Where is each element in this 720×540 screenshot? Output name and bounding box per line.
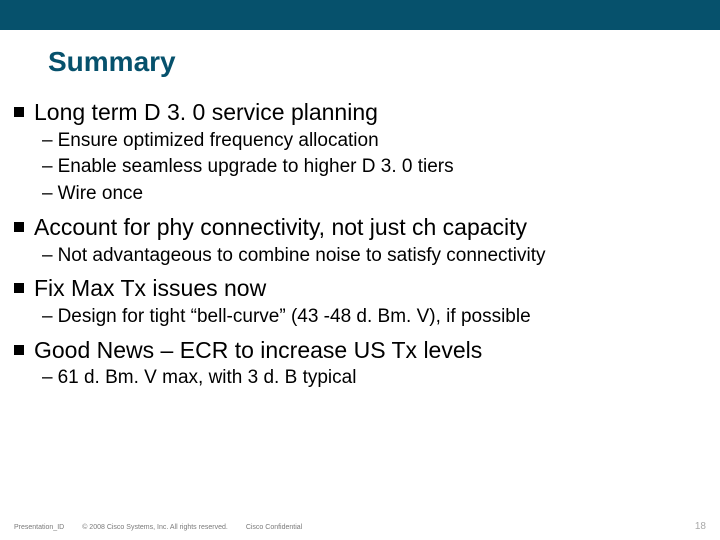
sub-bullet-item: – Ensure optimized frequency allocation — [14, 129, 706, 154]
bullet-text: Fix Max Tx issues now — [34, 274, 266, 303]
bullet-item: Good News – ECR to increase US Tx levels — [14, 336, 706, 365]
square-bullet-icon — [14, 345, 24, 355]
sub-bullet-text: Wire once — [58, 182, 144, 207]
sub-bullet-text: Design for tight “bell-curve” (43 -48 d.… — [58, 305, 531, 330]
dash-icon: – — [42, 155, 53, 180]
bullet-item: Long term D 3. 0 service planning — [14, 98, 706, 127]
confidential-text: Cisco Confidential — [246, 524, 302, 531]
dash-icon: – — [42, 366, 53, 391]
sub-bullet-item: – Enable seamless upgrade to higher D 3.… — [14, 155, 706, 180]
bullet-item: Account for phy connectivity, not just c… — [14, 213, 706, 242]
footer: Presentation_ID © 2008 Cisco Systems, In… — [14, 521, 706, 532]
sub-bullet-text: Ensure optimized frequency allocation — [58, 129, 379, 154]
sub-bullet-text: Enable seamless upgrade to higher D 3. 0… — [58, 155, 454, 180]
square-bullet-icon — [14, 222, 24, 232]
square-bullet-icon — [14, 283, 24, 293]
slide-title: Summary — [0, 30, 720, 92]
sub-bullet-item: – 61 d. Bm. V max, with 3 d. B typical — [14, 366, 706, 391]
sub-bullet-text: 61 d. Bm. V max, with 3 d. B typical — [58, 366, 357, 391]
sub-bullet-item: – Wire once — [14, 182, 706, 207]
dash-icon: – — [42, 244, 53, 269]
bullet-item: Fix Max Tx issues now — [14, 274, 706, 303]
copyright-text: © 2008 Cisco Systems, Inc. All rights re… — [82, 524, 228, 531]
content-area: Long term D 3. 0 service planning – Ensu… — [0, 92, 720, 540]
presentation-id: Presentation_ID — [14, 524, 64, 531]
dash-icon: – — [42, 129, 53, 154]
sub-bullet-text: Not advantageous to combine noise to sat… — [58, 244, 546, 269]
dash-icon: – — [42, 182, 53, 207]
sub-bullet-item: – Not advantageous to combine noise to s… — [14, 244, 706, 269]
top-bar — [0, 0, 720, 30]
bullet-text: Long term D 3. 0 service planning — [34, 98, 378, 127]
page-number: 18 — [695, 521, 706, 532]
slide: Summary Long term D 3. 0 service plannin… — [0, 0, 720, 540]
bullet-text: Good News – ECR to increase US Tx levels — [34, 336, 482, 365]
bullet-text: Account for phy connectivity, not just c… — [34, 213, 527, 242]
square-bullet-icon — [14, 107, 24, 117]
sub-bullet-item: – Design for tight “bell-curve” (43 -48 … — [14, 305, 706, 330]
dash-icon: – — [42, 305, 53, 330]
